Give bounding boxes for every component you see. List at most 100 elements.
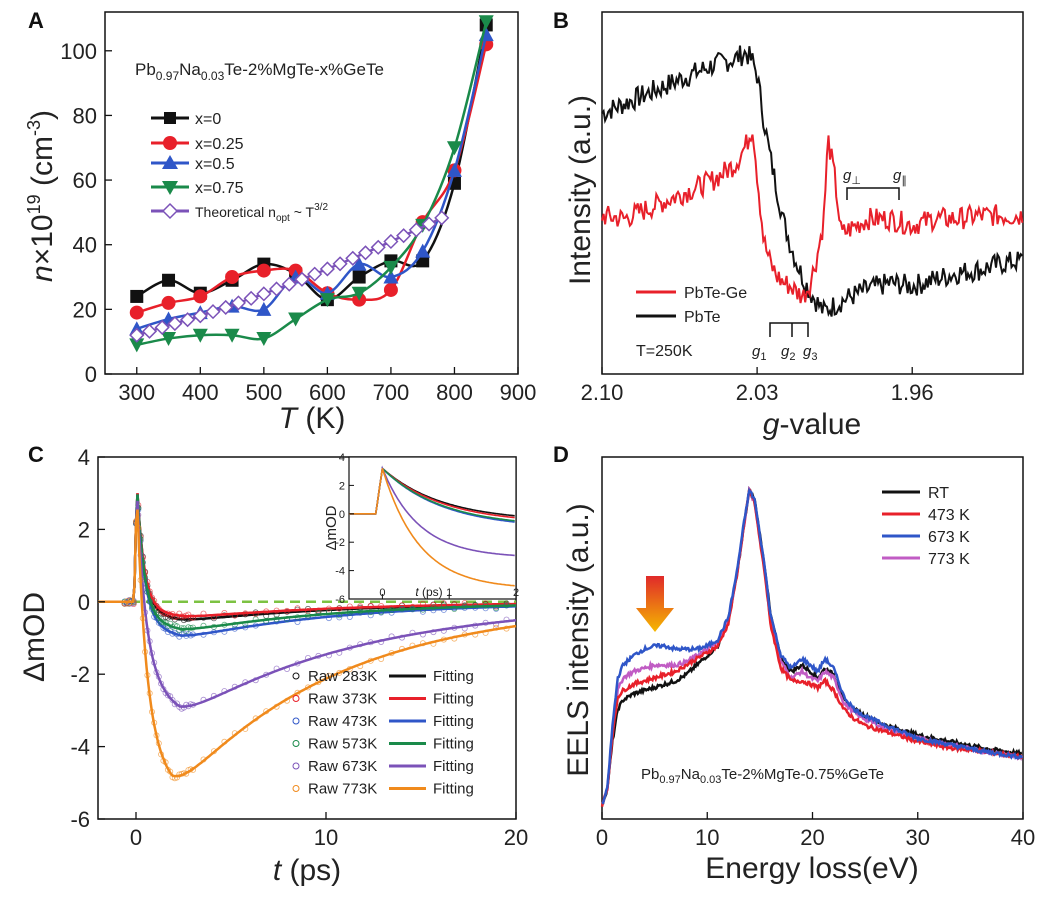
panel-a-ylabel: n×1019 (cm-3) [24, 110, 59, 282]
legend-label-theory: Theoretical nopt ~ T3/2 [195, 202, 328, 224]
data-point [396, 228, 412, 244]
legend-raw-marker [292, 717, 300, 725]
panel-d-chart: 0 10 20 30 40 RT 473 K 673 K 773 K Pb0.97Na0… [562, 456, 1035, 885]
legend-marker-x025 [163, 136, 177, 150]
x-tick-label: 0 [130, 825, 142, 850]
data-point [446, 162, 462, 177]
eels-line-rt [601, 485, 1023, 805]
x-tick-label: 40 [1011, 825, 1035, 850]
fit-line-2 [98, 494, 517, 637]
panel-c-inset: 0 1 2 4 2 0 -2 -4 -6 t (ps) ΔmOD [323, 452, 519, 606]
legend-label-673: 673 K [928, 529, 970, 546]
data-point [345, 250, 361, 266]
inset-y-tick-label: 4 [339, 452, 345, 464]
panel-b-chart: 2.10 2.03 1.96 g1 g2 g3 g⊥ g∥ PbTe-Ge PbTe… [564, 11, 1024, 441]
legend-marker-x0 [164, 112, 176, 124]
data-point [230, 295, 246, 311]
data-point [205, 304, 221, 320]
inset-line-5 [349, 468, 515, 587]
legend-raw-label: Raw 283K [308, 668, 377, 685]
x-tick-label: 0 [596, 825, 608, 850]
x-tick-label: 1.96 [891, 380, 934, 405]
series-line-1 [601, 45, 1024, 317]
data-point [383, 233, 399, 250]
data-point [130, 289, 144, 303]
legend-raw-label: Raw 373K [308, 691, 377, 708]
eels-line-673k [601, 487, 1024, 805]
panel-b-frame [601, 11, 1024, 375]
data-point [357, 245, 374, 261]
g-bracket-right [846, 187, 900, 200]
data-point [161, 295, 176, 310]
x-tick-label: 2.03 [736, 380, 779, 405]
data-point [307, 266, 323, 282]
g3-label: g3 [803, 343, 817, 363]
data-point [351, 286, 367, 301]
y-tick-label: 20 [73, 297, 97, 322]
legend-fit-label: Fitting [433, 781, 474, 798]
y-tick-label: 0 [85, 362, 97, 387]
data-point [129, 327, 145, 343]
y-tick-label: 100 [60, 39, 97, 64]
y-tick-label: 2 [78, 517, 90, 542]
data-point [415, 243, 431, 258]
panel-d-formula: Pb0.97Na0.03Te-2%MgTe-0.75%GeTe [641, 766, 884, 786]
data-point [256, 331, 272, 346]
x-tick-label: 10 [314, 825, 338, 850]
g-perp-label: g⊥ [843, 167, 861, 187]
legend-fit-label: Fitting [433, 736, 474, 753]
y-tick-label: -4 [70, 735, 90, 760]
g-par-label: g∥ [893, 167, 907, 187]
x-tick-label: 600 [309, 380, 346, 405]
panel-b-ylabel: Intensity (a.u.) [564, 95, 597, 285]
legend-raw-marker [292, 762, 300, 770]
x-tick-label: 20 [800, 825, 824, 850]
panel-c-legend: Raw 283K Fitting Raw 373K Fitting Raw 473K Fi… [292, 668, 474, 798]
series-line-0 [601, 134, 1024, 304]
g2-label: g2 [781, 343, 795, 363]
legend-marker-x075 [162, 181, 178, 195]
inset-x-tick-label: 0 [379, 587, 385, 599]
panel-d-ylabel: EELS intensity (a.u.) [562, 503, 595, 776]
eels-line-473k [600, 488, 1024, 807]
inset-ylabel: ΔmOD [323, 505, 340, 550]
y-tick-label: 40 [73, 233, 97, 258]
x-tick-label: 30 [906, 825, 930, 850]
panel-label-d: D [553, 442, 569, 467]
inset-x-tick-label: 2 [513, 587, 519, 599]
inset-y-tick-label: 0 [339, 509, 345, 521]
x-tick-label: 20 [504, 825, 528, 850]
legend-label-473: 473 K [928, 507, 970, 524]
legend-fit-label: Fitting [433, 713, 474, 730]
legend-label-x05: x=0.5 [195, 156, 235, 173]
panel-label-c: C [28, 442, 44, 467]
panel-c-xlabel: t (ps) [273, 854, 341, 887]
data-point [446, 141, 462, 156]
data-point [268, 281, 285, 297]
data-point [383, 269, 399, 284]
y-tick-label: 80 [73, 103, 97, 128]
data-point [421, 216, 437, 232]
data-point [408, 222, 424, 238]
legend-raw-marker [292, 740, 300, 747]
legend-label-pbte-ge: PbTe-Ge [684, 285, 747, 302]
data-point [332, 256, 348, 272]
inset-x-tick-label: 1 [446, 587, 452, 599]
x-tick-label: 2.10 [581, 380, 624, 405]
legend-label-rt: RT [928, 485, 949, 502]
legend-label-pbte: PbTe [684, 309, 721, 326]
temperature-annotation: T=250K [636, 343, 693, 360]
panel-a-xlabel: T (K) [279, 402, 346, 435]
data-point [218, 299, 234, 315]
legend-label-x075: x=0.75 [195, 180, 244, 197]
panel-a-legend: x=0 x=0.25 x=0.5 x=0.75 Theoretical nopt… [151, 111, 328, 224]
legend-raw-label: Raw 773K [308, 781, 377, 798]
g1-label: g1 [752, 343, 766, 363]
data-point [161, 331, 177, 346]
panel-c-frame [97, 456, 517, 820]
x-tick-label: 400 [182, 380, 219, 405]
data-point [383, 260, 399, 275]
data-point [281, 276, 297, 292]
